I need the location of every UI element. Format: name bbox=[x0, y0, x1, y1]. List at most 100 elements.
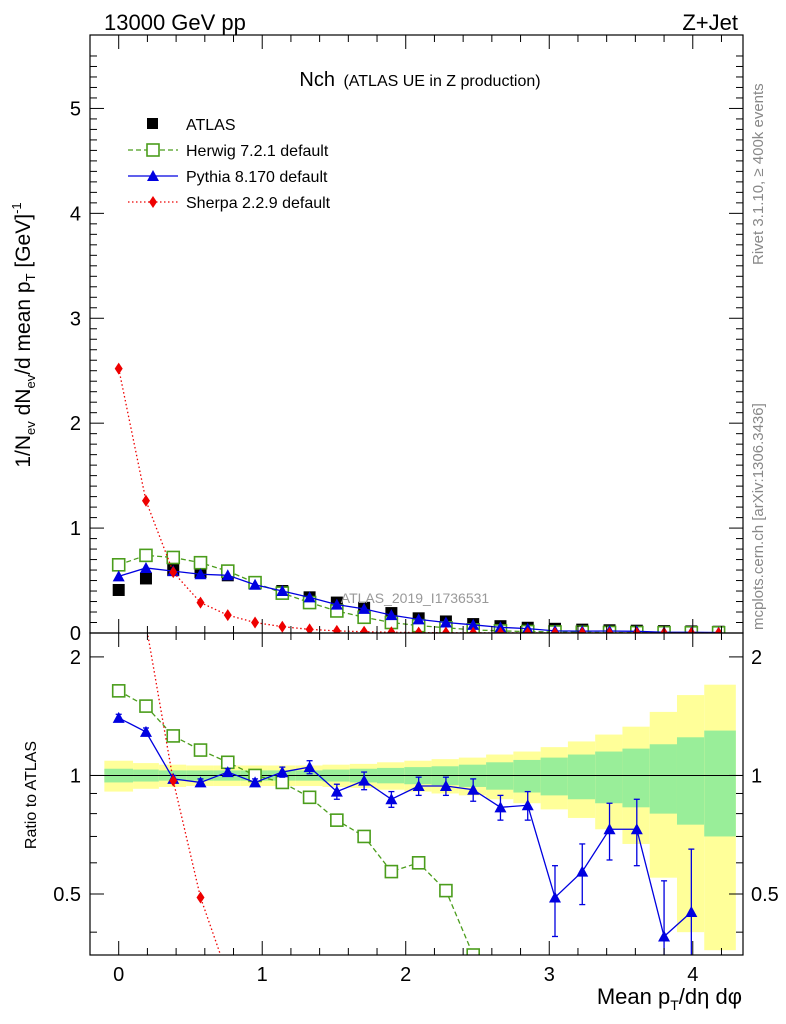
ratio-band-stat bbox=[540, 757, 568, 796]
ratio-point-pythia bbox=[603, 823, 616, 835]
ratio-point-herwig bbox=[466, 948, 480, 955]
ratio-point-herwig bbox=[384, 864, 399, 879]
ratio-point-pythia bbox=[358, 774, 371, 786]
legend-marker-herwig bbox=[146, 143, 160, 157]
ratio-point-pythia bbox=[494, 801, 507, 813]
ratio-point-herwig bbox=[302, 790, 317, 805]
main-point-pythia bbox=[303, 591, 316, 603]
ratio-point-pythia bbox=[385, 793, 398, 805]
ratio-point-herwig bbox=[411, 856, 426, 870]
ratio-point-pythia bbox=[658, 930, 671, 942]
main-point-pythia bbox=[412, 613, 425, 625]
ratio-series-herwig bbox=[111, 684, 480, 955]
main-point-sherpa bbox=[141, 494, 150, 507]
legend: ATLAS Herwig 7.2.1 default Pythia 8.170 … bbox=[128, 117, 331, 212]
main-point-sherpa bbox=[360, 625, 369, 633]
main-point-sherpa bbox=[114, 362, 123, 375]
main-point-pythia bbox=[494, 621, 507, 633]
ratio-y-tick-label-right: 2 bbox=[751, 647, 762, 669]
ratio-panel: 0 1 2 3 4 0.5 0.5 1 1 2 2 bbox=[53, 35, 779, 986]
ratio-point-pythia bbox=[685, 906, 698, 918]
ratio-series-sherpa bbox=[115, 460, 222, 955]
ratio-line-sherpa bbox=[146, 633, 222, 955]
ratio-point-herwig bbox=[357, 829, 371, 844]
ratio-y-tick-label: 0.5 bbox=[53, 884, 81, 906]
main-ylabel: 1/Nev dNev/d mean pT [GeV]-1 bbox=[9, 202, 38, 467]
ratio-point-herwig bbox=[193, 743, 208, 757]
main-point-sherpa bbox=[578, 626, 587, 633]
rivet-label: Rivet 3.1.10, ≥ 400k events bbox=[750, 83, 767, 265]
main-point-herwig bbox=[193, 555, 208, 570]
ratio-band-stat bbox=[704, 730, 736, 837]
main-point-sherpa bbox=[305, 623, 314, 633]
main-point-pythia bbox=[112, 570, 125, 582]
main-point-sherpa bbox=[251, 616, 260, 629]
ratio-ylabel: Ratio to ATLAS bbox=[23, 741, 40, 849]
ratio-band-stat bbox=[649, 744, 677, 814]
main-point-pythia bbox=[330, 598, 343, 610]
svg-text:1/Nev dNev/d mean pT [GeV]-1: 1/Nev dNev/d mean pT [GeV]-1 bbox=[9, 202, 38, 467]
main-y-axis: 0 1 2 3 4 5 bbox=[70, 55, 743, 645]
main-point-sherpa bbox=[605, 626, 614, 633]
ratio-y-tick-label: 2 bbox=[70, 647, 81, 669]
ratio-point-sherpa bbox=[115, 460, 123, 472]
main-point-sherpa bbox=[632, 626, 641, 633]
ratio-point-pythia bbox=[467, 783, 480, 795]
header-left: 13000 GeV pp bbox=[104, 10, 246, 35]
main-point-pythia bbox=[139, 561, 152, 573]
ratio-y-tick-label: 1 bbox=[70, 765, 81, 787]
main-point-pythia bbox=[221, 569, 234, 581]
main-point-sherpa bbox=[687, 626, 696, 633]
ratio-band-stat bbox=[622, 748, 650, 808]
main-panel: 0 1 2 3 4 5 bbox=[70, 34, 744, 645]
main-point-sherpa bbox=[414, 626, 423, 633]
main-point-sherpa bbox=[496, 626, 505, 633]
ratio-y-axis: 0.5 0.5 1 1 2 2 bbox=[53, 647, 779, 933]
ratio-band-stat bbox=[513, 759, 541, 793]
ratio-point-pythia bbox=[112, 711, 125, 723]
main-point-sherpa bbox=[387, 626, 396, 633]
main-point-herwig bbox=[166, 550, 181, 565]
ratio-point-herwig bbox=[166, 729, 181, 743]
x-tick-label: 3 bbox=[544, 964, 555, 986]
legend-label-pythia: Pythia 8.170 default bbox=[186, 169, 328, 186]
x-axis: 0 1 2 3 4 bbox=[89, 35, 722, 986]
legend-item-pythia: Pythia 8.170 default bbox=[128, 169, 328, 186]
ratio-point-herwig bbox=[111, 684, 126, 698]
main-point-pythia bbox=[249, 578, 262, 590]
ratio-band-stat bbox=[676, 737, 705, 825]
main-title-sub: (ATLAS UE in Z production) bbox=[343, 73, 540, 90]
ratio-plot-area bbox=[90, 460, 743, 955]
ratio-y-tick-label-right: 1 bbox=[751, 765, 762, 787]
legend-marker-atlas bbox=[147, 118, 158, 129]
main-point-pythia bbox=[439, 616, 452, 628]
ratio-point-pythia bbox=[576, 865, 589, 877]
x-tick-label: 4 bbox=[687, 964, 698, 986]
main-point-pythia bbox=[276, 585, 289, 597]
main-point-herwig bbox=[139, 548, 153, 563]
ratio-point-herwig bbox=[275, 775, 290, 790]
main-point-sherpa bbox=[332, 624, 341, 633]
main-point-sherpa bbox=[714, 626, 723, 633]
ratio-series-pythia bbox=[112, 711, 698, 955]
ratio-band-stat bbox=[595, 751, 623, 804]
main-point-sherpa bbox=[169, 566, 178, 579]
watermark: ATLAS_2019_I1736531 bbox=[341, 590, 490, 606]
main-point-atlas bbox=[139, 572, 152, 585]
main-y-tick-label: 1 bbox=[70, 518, 81, 540]
main-point-pythia bbox=[467, 618, 480, 630]
legend-item-atlas: ATLAS bbox=[147, 117, 236, 134]
ratio-point-pythia bbox=[630, 823, 643, 835]
main-point-sherpa bbox=[469, 626, 478, 633]
main-point-pythia bbox=[385, 609, 398, 621]
ratio-point-herwig bbox=[330, 813, 344, 827]
main-point-sherpa bbox=[550, 626, 559, 633]
ratio-point-herwig bbox=[439, 883, 453, 898]
legend-marker-sherpa bbox=[149, 196, 157, 208]
ratio-band-stat bbox=[567, 754, 596, 800]
mcplots-label: mcplots.cern.ch [arXiv:1306.3436] bbox=[750, 403, 767, 630]
ratio-point-pythia bbox=[439, 780, 452, 792]
main-point-pythia bbox=[358, 602, 371, 614]
legend-label-atlas: ATLAS bbox=[186, 117, 236, 134]
